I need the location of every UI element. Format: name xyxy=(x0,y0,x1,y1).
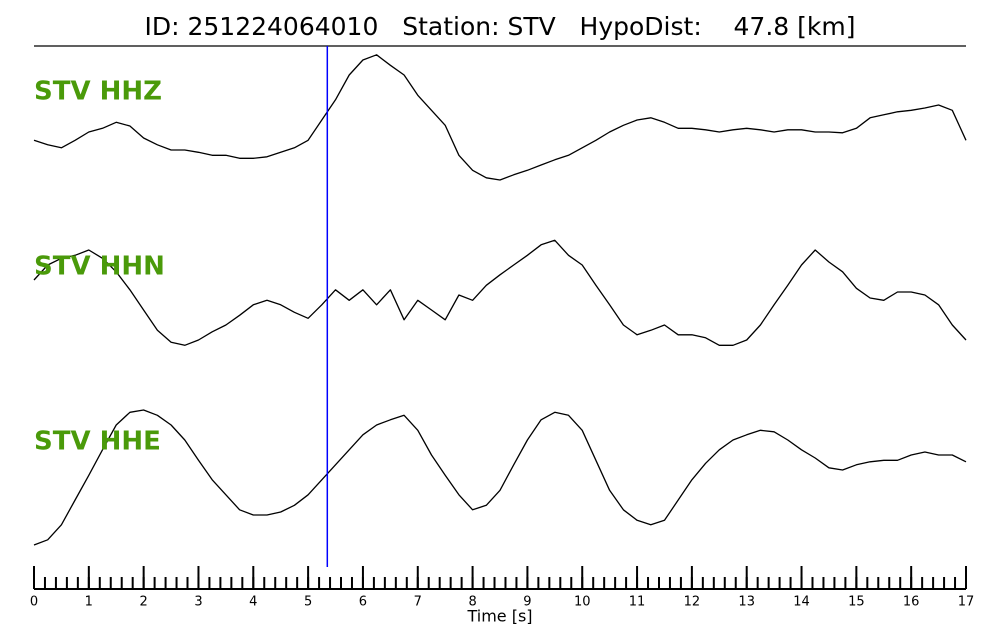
chart-title: ID: 251224064010 Station: STV HypoDist: … xyxy=(145,12,856,41)
x-tick-label: 9 xyxy=(523,595,531,610)
x-tick-label: 12 xyxy=(684,595,701,610)
x-tick-label: 5 xyxy=(304,595,312,610)
x-tick-label: 13 xyxy=(738,595,755,610)
trace-label: STV HHZ xyxy=(34,77,162,107)
trace-label: STV HHE xyxy=(34,427,161,457)
x-tick-label: 16 xyxy=(903,595,920,610)
x-tick-label: 3 xyxy=(194,595,202,610)
trace xyxy=(33,54,967,181)
x-tick-label: 10 xyxy=(574,595,591,610)
trace-label: STV HHN xyxy=(34,252,165,282)
x-tick-label: 7 xyxy=(414,595,422,610)
trace xyxy=(33,409,967,546)
x-tick-label: 1 xyxy=(85,595,93,610)
x-tick-label: 6 xyxy=(359,595,367,610)
x-tick-label: 11 xyxy=(629,595,646,610)
x-tick-label: 14 xyxy=(793,595,810,610)
x-axis-label: Time [s] xyxy=(466,607,532,626)
trace xyxy=(33,239,967,346)
x-tick-label: 2 xyxy=(140,595,148,610)
x-tick-label: 8 xyxy=(468,595,476,610)
x-tick-label: 17 xyxy=(958,595,975,610)
x-tick-label: 15 xyxy=(848,595,865,610)
x-tick-label: 4 xyxy=(249,595,257,610)
x-tick-label: 0 xyxy=(30,595,38,610)
